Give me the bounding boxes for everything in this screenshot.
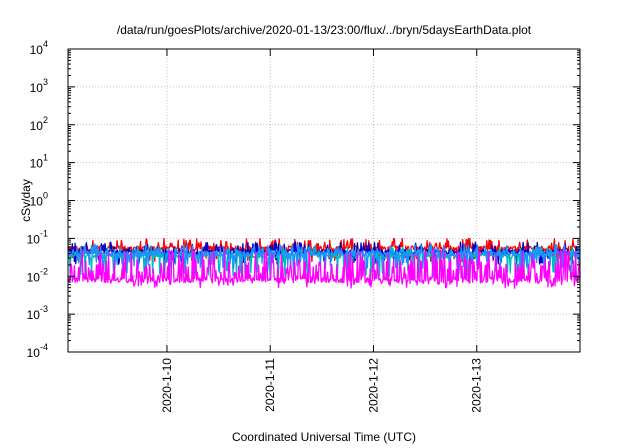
x-tick-label: 2020-1-11	[263, 358, 277, 412]
y-tick-label: 10-1	[27, 228, 48, 246]
series-line	[67, 249, 581, 289]
y-tick-label: 10-4	[27, 342, 48, 360]
y-tick-label: 102	[30, 115, 48, 133]
y-tick-label: 10-3	[27, 304, 48, 322]
y-tick-label: 10-2	[27, 266, 48, 284]
chart-title: /data/run/goesPlots/archive/2020-01-13/2…	[117, 23, 532, 37]
x-tick-labels: 2020-1-10 2020-1-11 2020-1-12 2020-1-13	[160, 358, 484, 413]
x-tick-label: 2020-1-12	[366, 358, 380, 413]
ticks	[68, 48, 580, 353]
y-axis-label: cSv/day	[19, 179, 33, 222]
y-tick-label: 104	[30, 39, 48, 57]
x-tick-label: 2020-1-10	[160, 358, 174, 413]
y-tick-labels: 10-4 10-3 10-2 10-1 100 101 102 103 104	[27, 39, 48, 360]
y-tick-label: 101	[30, 153, 48, 171]
grid	[68, 49, 580, 352]
y-tick-label: 103	[30, 77, 48, 95]
y-tick-label: 100	[30, 191, 48, 209]
series-layer	[67, 237, 581, 289]
x-axis-label: Coordinated Universal Time (UTC)	[232, 430, 416, 444]
series-line	[67, 243, 581, 269]
x-tick-label: 2020-1-13	[470, 358, 484, 413]
